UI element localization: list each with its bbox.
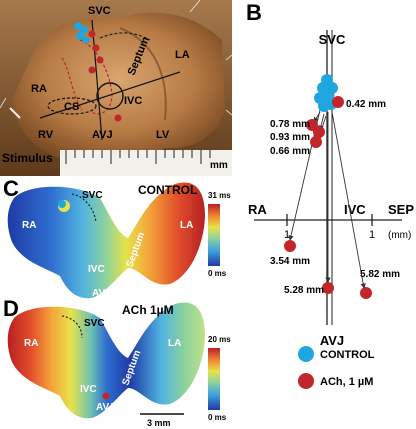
panel-c-map: SVC CONTROL RA LA IVC Septum AVJ 31 ms 0… [7, 182, 231, 299]
map-c-label-ivc: IVC [88, 264, 105, 275]
map-d-colorbar-max: 20 ms [208, 335, 231, 344]
shift-label-f: 5.28 mm [284, 285, 324, 296]
legend-ach-label: ACh, 1 µM [320, 376, 373, 388]
panel-a-photo: SVC Septum LA RA IVC CS RV AVJ LV Stimul… [0, 0, 232, 176]
shift-label-b: 0.78 mm [270, 119, 310, 130]
shift-label-c: 0.93 mm [270, 132, 310, 143]
shift-label-d: 0.66 mm [270, 146, 310, 157]
shift-label-e: 3.54 mm [270, 256, 310, 267]
axis-bottom-label: AVJ [320, 333, 344, 348]
label-scale-unit: mm [210, 160, 228, 171]
label-cs: CS [64, 101, 79, 113]
shift-label-a: 0.42 mm [346, 99, 386, 110]
legend-control-label: CONTROL [320, 349, 375, 361]
legend-control-swatch [298, 346, 314, 362]
ruler [60, 150, 232, 176]
axis-top-label: SVC [319, 32, 346, 47]
map-c-colorbar-max: 31 ms [208, 191, 231, 200]
map-c-pacemaker [58, 200, 66, 208]
panel-letter-d: D [3, 296, 19, 321]
map-d-shape [7, 302, 205, 419]
map-d-label-ra: RA [24, 338, 38, 349]
label-lv: LV [156, 129, 170, 141]
tick-pos: 1 [369, 229, 375, 241]
label-svc: SVC [88, 5, 111, 17]
axis-left-label: RA [248, 202, 267, 217]
map-c-colorbar-min: 0 ms [208, 269, 227, 278]
map-c-label-ra: RA [22, 220, 36, 231]
ivc-circle [96, 82, 124, 110]
label-ivc: IVC [124, 95, 142, 107]
panel-b-diagram: SVC AVJ RA SEP IVC 1 1 (mm) 0.42 mm 0.78… [248, 30, 414, 389]
map-c-label-avj: AVJ [92, 288, 111, 299]
axis-right-label: SEP [388, 202, 414, 217]
map-d-label-avj: AVJ [96, 402, 115, 413]
panel-letter-c: C [3, 176, 19, 201]
map-d-colorbar-min: 0 ms [208, 413, 227, 422]
map-c-condition: CONTROL [138, 183, 197, 197]
cs-outline [47, 97, 97, 115]
label-stimulus: Stimulus [2, 151, 53, 165]
map-d-label-la: LA [168, 338, 181, 349]
shift-label-g: 5.82 mm [360, 269, 400, 280]
tick-neg: 1 [284, 229, 290, 241]
ach-points [284, 96, 372, 299]
label-rv: RV [38, 129, 54, 141]
map-c-label-la: LA [180, 220, 193, 231]
panel-d-map: SVC ACh 1µM RA LA IVC Septum AVJ 20 ms 0… [7, 302, 231, 428]
map-d-pacemaker [102, 392, 110, 400]
axis-unit: (mm) [388, 230, 411, 241]
map-d-label-svc: SVC [84, 318, 105, 329]
map-d-label-ivc: IVC [80, 384, 97, 395]
legend-ach-swatch [298, 373, 314, 389]
map-d-condition: ACh 1µM [122, 303, 174, 317]
panel-letter-b: B [246, 0, 262, 25]
map-c-label-svc: SVC [82, 190, 103, 201]
map-d-colorbar [208, 348, 220, 410]
map-c-shape [7, 182, 205, 299]
map-c-colorbar [208, 204, 220, 266]
label-ra: RA [31, 83, 47, 95]
map-d-scalebar-label: 3 mm [147, 418, 171, 428]
site-dots [74, 22, 122, 122]
label-avj: AVJ [92, 129, 113, 141]
axis-center-label: IVC [344, 202, 366, 217]
label-la: LA [175, 49, 190, 61]
control-points [314, 74, 338, 112]
